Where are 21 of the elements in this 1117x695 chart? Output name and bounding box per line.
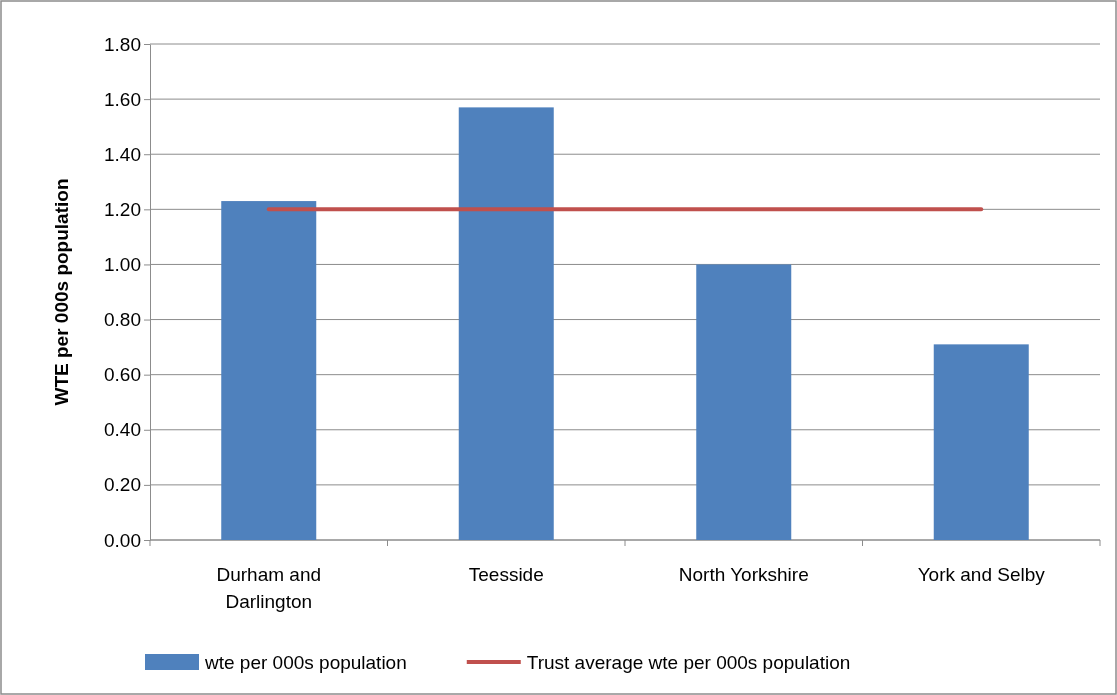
y-tick-label: 0.20 <box>104 474 141 496</box>
y-tick-label: 0.40 <box>104 419 141 441</box>
y-tick-label: 1.60 <box>104 88 141 110</box>
legend-label: wte per 000s population <box>204 652 407 673</box>
y-tick-label: 1.80 <box>104 33 141 55</box>
y-tick-label: 1.00 <box>104 254 141 276</box>
x-tick-label: North Yorkshire <box>678 564 809 585</box>
legend-label: Trust average wte per 000s population <box>526 652 851 673</box>
y-tick-label: 0.60 <box>104 364 141 386</box>
x-tick-label: Durham and Darlington <box>216 564 322 612</box>
x-tick-label: Teesside <box>468 564 544 585</box>
y-tick-label: 0.00 <box>104 529 141 551</box>
y-tick-label: 0.80 <box>104 309 141 331</box>
bar <box>933 344 1029 540</box>
bar <box>458 107 554 540</box>
bar <box>221 201 317 540</box>
x-tick-label: York and Selby <box>917 564 1046 585</box>
bar <box>696 264 792 540</box>
y-tick-label: 1.20 <box>104 198 141 220</box>
y-axis-title: WTE per 000s population <box>51 178 72 406</box>
y-tick-label: 1.40 <box>104 143 141 165</box>
